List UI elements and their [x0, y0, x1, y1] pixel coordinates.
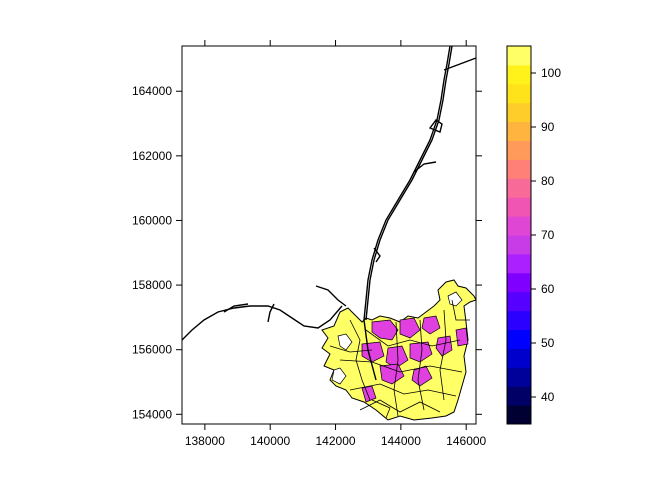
color-key-band — [507, 367, 531, 387]
highlight-polygon — [411, 365, 433, 387]
highlight-polygon — [399, 317, 421, 339]
highlight-polygon — [371, 319, 399, 341]
color-key-bands — [507, 46, 531, 425]
x-tick-label: 142000 — [316, 434, 356, 448]
highlight-polygon — [421, 315, 441, 335]
y-tick-label: 162000 — [132, 149, 172, 163]
highlight-polygon — [379, 363, 405, 385]
color-key-band — [507, 386, 531, 406]
x-tick-label: 146000 — [446, 434, 486, 448]
y-tick-label: 158000 — [132, 278, 172, 292]
highway-line — [365, 45, 453, 321]
highlight-polygon — [385, 345, 409, 369]
region-hole — [447, 291, 463, 307]
highway-junction — [373, 247, 381, 263]
road-lines — [181, 45, 477, 381]
color-key-label: 80 — [541, 174, 555, 188]
color-key-labels: 100 90 80 70 60 50 40 — [531, 66, 561, 404]
region-hole — [337, 333, 353, 351]
highlight-polygon — [455, 327, 469, 347]
color-key-band — [507, 64, 531, 85]
highlight-polygon — [409, 341, 433, 363]
color-key-label: 70 — [541, 228, 555, 242]
x-tick-label: 144000 — [381, 434, 421, 448]
color-key-band — [507, 253, 531, 274]
color-key-band — [507, 197, 531, 217]
highway-junction — [428, 119, 443, 133]
y-tick-label: 160000 — [132, 213, 172, 227]
color-key-band — [507, 291, 531, 312]
color-key-label: 90 — [541, 120, 555, 134]
western-road — [223, 303, 249, 313]
color-key-band — [507, 83, 531, 104]
color-key-band — [507, 348, 531, 368]
color-key-band — [507, 178, 531, 198]
color-key-label: 60 — [541, 282, 555, 296]
color-key-band — [507, 310, 531, 330]
color-key-band — [507, 46, 531, 66]
color-key-band — [507, 216, 531, 236]
color-key-band — [507, 140, 531, 160]
boundary-lines — [329, 299, 470, 419]
color-key-band — [507, 235, 531, 255]
color-key-band — [507, 405, 531, 425]
color-key-label: 100 — [541, 66, 561, 80]
highway-line — [363, 45, 451, 381]
western-road — [181, 305, 343, 341]
color-key-band — [507, 121, 531, 141]
color-key-band — [507, 329, 531, 349]
x-axis: 138000 140000 142000 144000 146000 — [185, 40, 487, 448]
western-road — [267, 303, 275, 323]
y-tick-label: 154000 — [132, 407, 172, 421]
y-tick-label: 164000 — [132, 84, 172, 98]
highlight-polygon — [435, 335, 453, 357]
color-key-label: 50 — [541, 336, 555, 350]
highway-junction — [413, 161, 437, 173]
color-key-band — [507, 102, 531, 123]
x-tick-label: 138000 — [185, 434, 225, 448]
y-tick-label: 156000 — [132, 343, 172, 357]
western-road — [315, 285, 347, 307]
y-axis: 154000 156000 158000 160000 162000 164000 — [132, 84, 482, 421]
color-key-band — [507, 272, 531, 293]
x-tick-label: 140000 — [250, 434, 290, 448]
region-hole — [331, 367, 347, 385]
color-key: 100 90 80 70 60 50 40 — [506, 45, 561, 425]
color-key-band — [507, 159, 531, 179]
highway-branch — [443, 57, 477, 71]
color-key-label: 40 — [541, 390, 555, 404]
